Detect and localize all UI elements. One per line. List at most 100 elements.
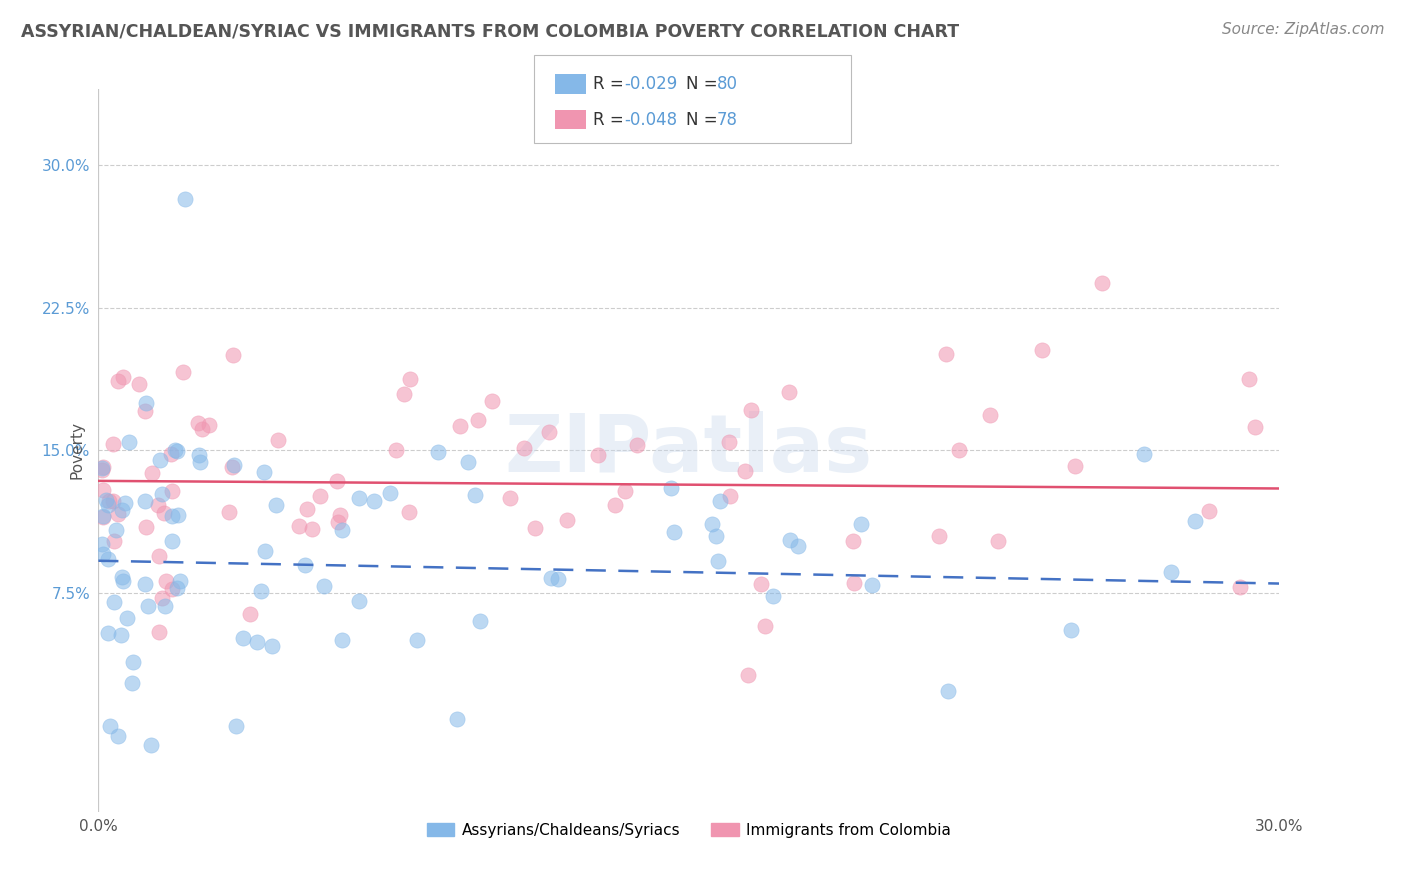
Point — [329, 508, 352, 522]
Point — [252, 465, 274, 479]
Point — [540, 571, 562, 585]
Point — [398, 505, 420, 519]
Point — [363, 494, 385, 508]
Point — [1060, 623, 1083, 637]
Point — [122, 655, 145, 669]
Point — [148, 549, 170, 563]
Text: R =: R = — [593, 111, 630, 128]
Point — [449, 419, 471, 434]
Point — [860, 578, 883, 592]
Point — [93, 510, 115, 524]
Point — [718, 489, 741, 503]
Point — [787, 539, 810, 553]
Point — [167, 508, 190, 522]
Point — [740, 403, 762, 417]
Point — [112, 370, 135, 384]
Point — [586, 448, 609, 462]
Point — [297, 502, 319, 516]
Point — [111, 503, 134, 517]
Point — [330, 632, 353, 647]
Point — [762, 589, 785, 603]
Point — [160, 533, 183, 548]
Point — [111, 570, 134, 584]
Point — [1239, 372, 1261, 386]
Point — [700, 517, 723, 532]
Point — [385, 442, 408, 457]
Point — [91, 463, 114, 477]
Point — [264, 498, 287, 512]
Point — [91, 460, 114, 475]
Point — [97, 498, 120, 512]
Point — [166, 582, 188, 596]
Point — [112, 574, 135, 589]
Point — [98, 493, 121, 508]
Text: ZIPatlas: ZIPatlas — [505, 411, 873, 490]
Point — [301, 522, 323, 536]
Point — [103, 437, 125, 451]
Point — [162, 483, 184, 498]
Point — [842, 533, 865, 548]
Point — [225, 719, 247, 733]
Point — [93, 483, 115, 497]
Point — [464, 488, 486, 502]
Point — [110, 628, 132, 642]
Point — [222, 458, 245, 472]
Point — [91, 547, 114, 561]
Point — [948, 442, 970, 457]
Point — [405, 633, 427, 648]
Point — [166, 443, 188, 458]
Y-axis label: Poverty: Poverty — [69, 421, 84, 480]
Point — [704, 528, 727, 542]
Point — [378, 486, 401, 500]
Point — [188, 448, 211, 462]
Point — [1244, 420, 1267, 434]
Point — [1184, 514, 1206, 528]
Point — [191, 422, 214, 436]
Point — [288, 519, 311, 533]
Point — [172, 365, 194, 379]
Legend: Assyrians/Chaldeans/Syriacs, Immigrants from Colombia: Assyrians/Chaldeans/Syriacs, Immigrants … — [420, 816, 957, 844]
Point — [849, 516, 872, 531]
Point — [103, 595, 125, 609]
Point — [134, 577, 156, 591]
Point — [250, 584, 273, 599]
Point — [1133, 447, 1156, 461]
Point — [128, 377, 150, 392]
Point — [260, 639, 283, 653]
Point — [153, 506, 176, 520]
Text: -0.048: -0.048 — [624, 111, 678, 128]
Point — [121, 675, 143, 690]
Point — [107, 507, 129, 521]
Point — [481, 394, 503, 409]
Point — [134, 494, 156, 508]
Point — [107, 374, 129, 388]
Point — [347, 593, 370, 607]
Text: 80: 80 — [717, 75, 738, 93]
Point — [188, 455, 211, 469]
Point — [165, 443, 187, 458]
Point — [734, 464, 756, 478]
Point — [935, 346, 957, 360]
Text: ASSYRIAN/CHALDEAN/SYRIAC VS IMMIGRANTS FROM COLOMBIA POVERTY CORRELATION CHART: ASSYRIAN/CHALDEAN/SYRIAC VS IMMIGRANTS F… — [21, 22, 959, 40]
Text: Source: ZipAtlas.com: Source: ZipAtlas.com — [1222, 22, 1385, 37]
Point — [446, 712, 468, 726]
Point — [267, 433, 290, 447]
Text: N =: N = — [686, 111, 723, 128]
Point — [614, 484, 637, 499]
Point — [328, 515, 350, 529]
Text: 78: 78 — [717, 111, 738, 128]
Point — [457, 455, 479, 469]
Point — [557, 513, 579, 527]
Point — [626, 438, 648, 452]
Point — [246, 635, 269, 649]
Point — [97, 626, 120, 640]
Point — [218, 505, 240, 519]
Point — [232, 632, 254, 646]
Point — [537, 425, 560, 439]
Point — [96, 493, 118, 508]
Point — [91, 459, 114, 474]
Point — [115, 611, 138, 625]
Point — [347, 491, 370, 506]
Point — [91, 509, 114, 524]
Point — [778, 384, 800, 399]
